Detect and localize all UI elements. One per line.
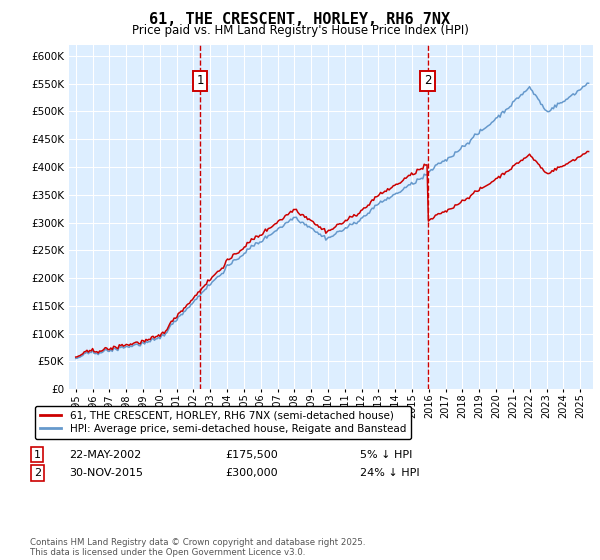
Text: £175,500: £175,500 [225,450,278,460]
Text: 5% ↓ HPI: 5% ↓ HPI [360,450,412,460]
Text: Price paid vs. HM Land Registry's House Price Index (HPI): Price paid vs. HM Land Registry's House … [131,24,469,37]
Text: 30-NOV-2015: 30-NOV-2015 [69,468,143,478]
Text: 1: 1 [34,450,41,460]
Text: 22-MAY-2002: 22-MAY-2002 [69,450,141,460]
Legend: 61, THE CRESCENT, HORLEY, RH6 7NX (semi-detached house), HPI: Average price, sem: 61, THE CRESCENT, HORLEY, RH6 7NX (semi-… [35,405,411,439]
Text: 2: 2 [424,74,431,87]
Text: £300,000: £300,000 [225,468,278,478]
Text: Contains HM Land Registry data © Crown copyright and database right 2025.
This d: Contains HM Land Registry data © Crown c… [30,538,365,557]
Text: 2: 2 [34,468,41,478]
Text: 1: 1 [196,74,204,87]
Text: 61, THE CRESCENT, HORLEY, RH6 7NX: 61, THE CRESCENT, HORLEY, RH6 7NX [149,12,451,27]
Text: 24% ↓ HPI: 24% ↓ HPI [360,468,419,478]
